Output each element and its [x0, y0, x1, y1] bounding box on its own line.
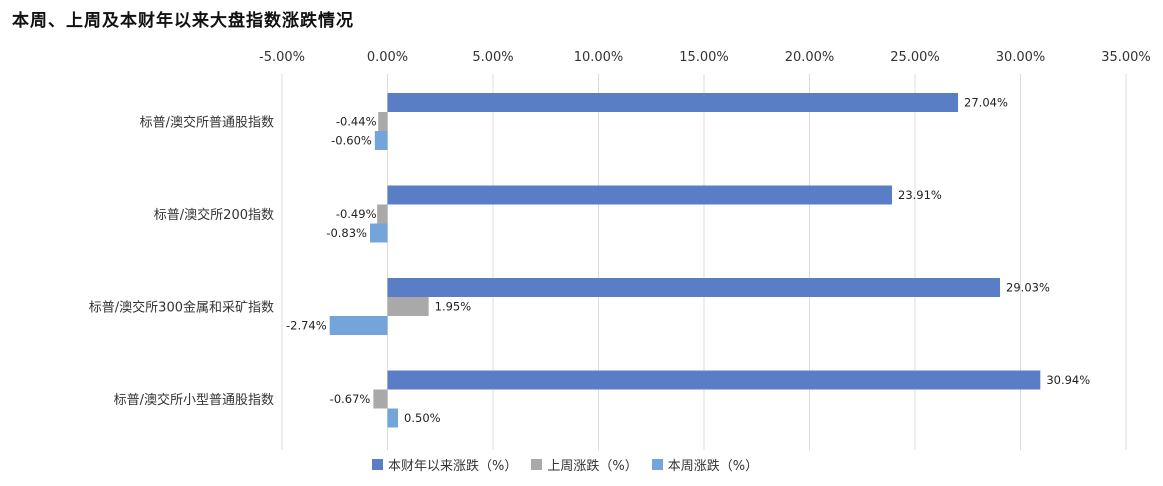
chart-title: 本周、上周及本财年以来大盘指数涨跌情况 [12, 11, 354, 31]
data-label: -0.67% [330, 392, 371, 406]
data-label: 27.04% [964, 96, 1008, 110]
legend-item-this-week: 本周涨跌（%） [651, 455, 759, 474]
data-label: -0.44% [336, 115, 377, 129]
category-label: 标普/澳交所200指数 [154, 207, 274, 223]
legend-swatch-this-week [651, 459, 663, 470]
bar [387, 408, 399, 428]
data-label: -0.49% [336, 207, 377, 221]
data-label: 1.95% [435, 300, 472, 314]
bar [373, 389, 388, 409]
x-tick-label: 15.00% [679, 50, 729, 65]
bar [387, 93, 959, 112]
chart-legend: 本财年以来涨跌（%） 上周涨跌（%） 本周涨跌（%） [372, 455, 758, 474]
legend-item-ytd: 本财年以来涨跌（%） [372, 455, 517, 474]
x-tick-label: 5.00% [472, 50, 513, 65]
legend-swatch-last-week [531, 459, 543, 470]
bar [378, 112, 388, 131]
bar [387, 185, 893, 205]
bar [387, 278, 1001, 297]
bar [387, 370, 1041, 390]
x-tick-label: 25.00% [890, 50, 940, 65]
data-label: 0.50% [404, 411, 441, 425]
data-label: 29.03% [1006, 281, 1050, 295]
x-tick-label: 0.00% [367, 50, 408, 65]
bar [329, 316, 388, 335]
bar [387, 297, 429, 316]
x-tick-label: 35.00% [1101, 50, 1151, 65]
bar [377, 204, 388, 224]
legend-label-this-week: 本周涨跌（%） [667, 459, 759, 474]
category-label: 标普/澳交所300金属和采矿指数 [89, 300, 274, 316]
data-label: 30.94% [1046, 373, 1090, 387]
legend-swatch-ytd [372, 459, 383, 470]
data-label: 23.91% [898, 188, 942, 202]
x-tick-label: 20.00% [785, 50, 835, 65]
category-label: 标普/澳交所普通股指数 [140, 115, 274, 131]
bar [374, 131, 388, 150]
legend-label-ytd: 本财年以来涨跌（%） [388, 459, 518, 474]
data-label: -0.60% [331, 134, 372, 148]
bar [369, 223, 388, 243]
category-label: 标普/澳交所小型普通股指数 [114, 392, 274, 408]
data-label: -0.83% [326, 226, 367, 240]
x-tick-label: -5.00% [259, 50, 305, 65]
x-tick-label: 30.00% [996, 50, 1046, 65]
legend-label-last-week: 上周涨跌（%） [547, 459, 638, 474]
data-label: -2.74% [286, 319, 327, 333]
x-tick-label: 10.00% [574, 50, 624, 65]
legend-item-last-week: 上周涨跌（%） [531, 455, 638, 474]
